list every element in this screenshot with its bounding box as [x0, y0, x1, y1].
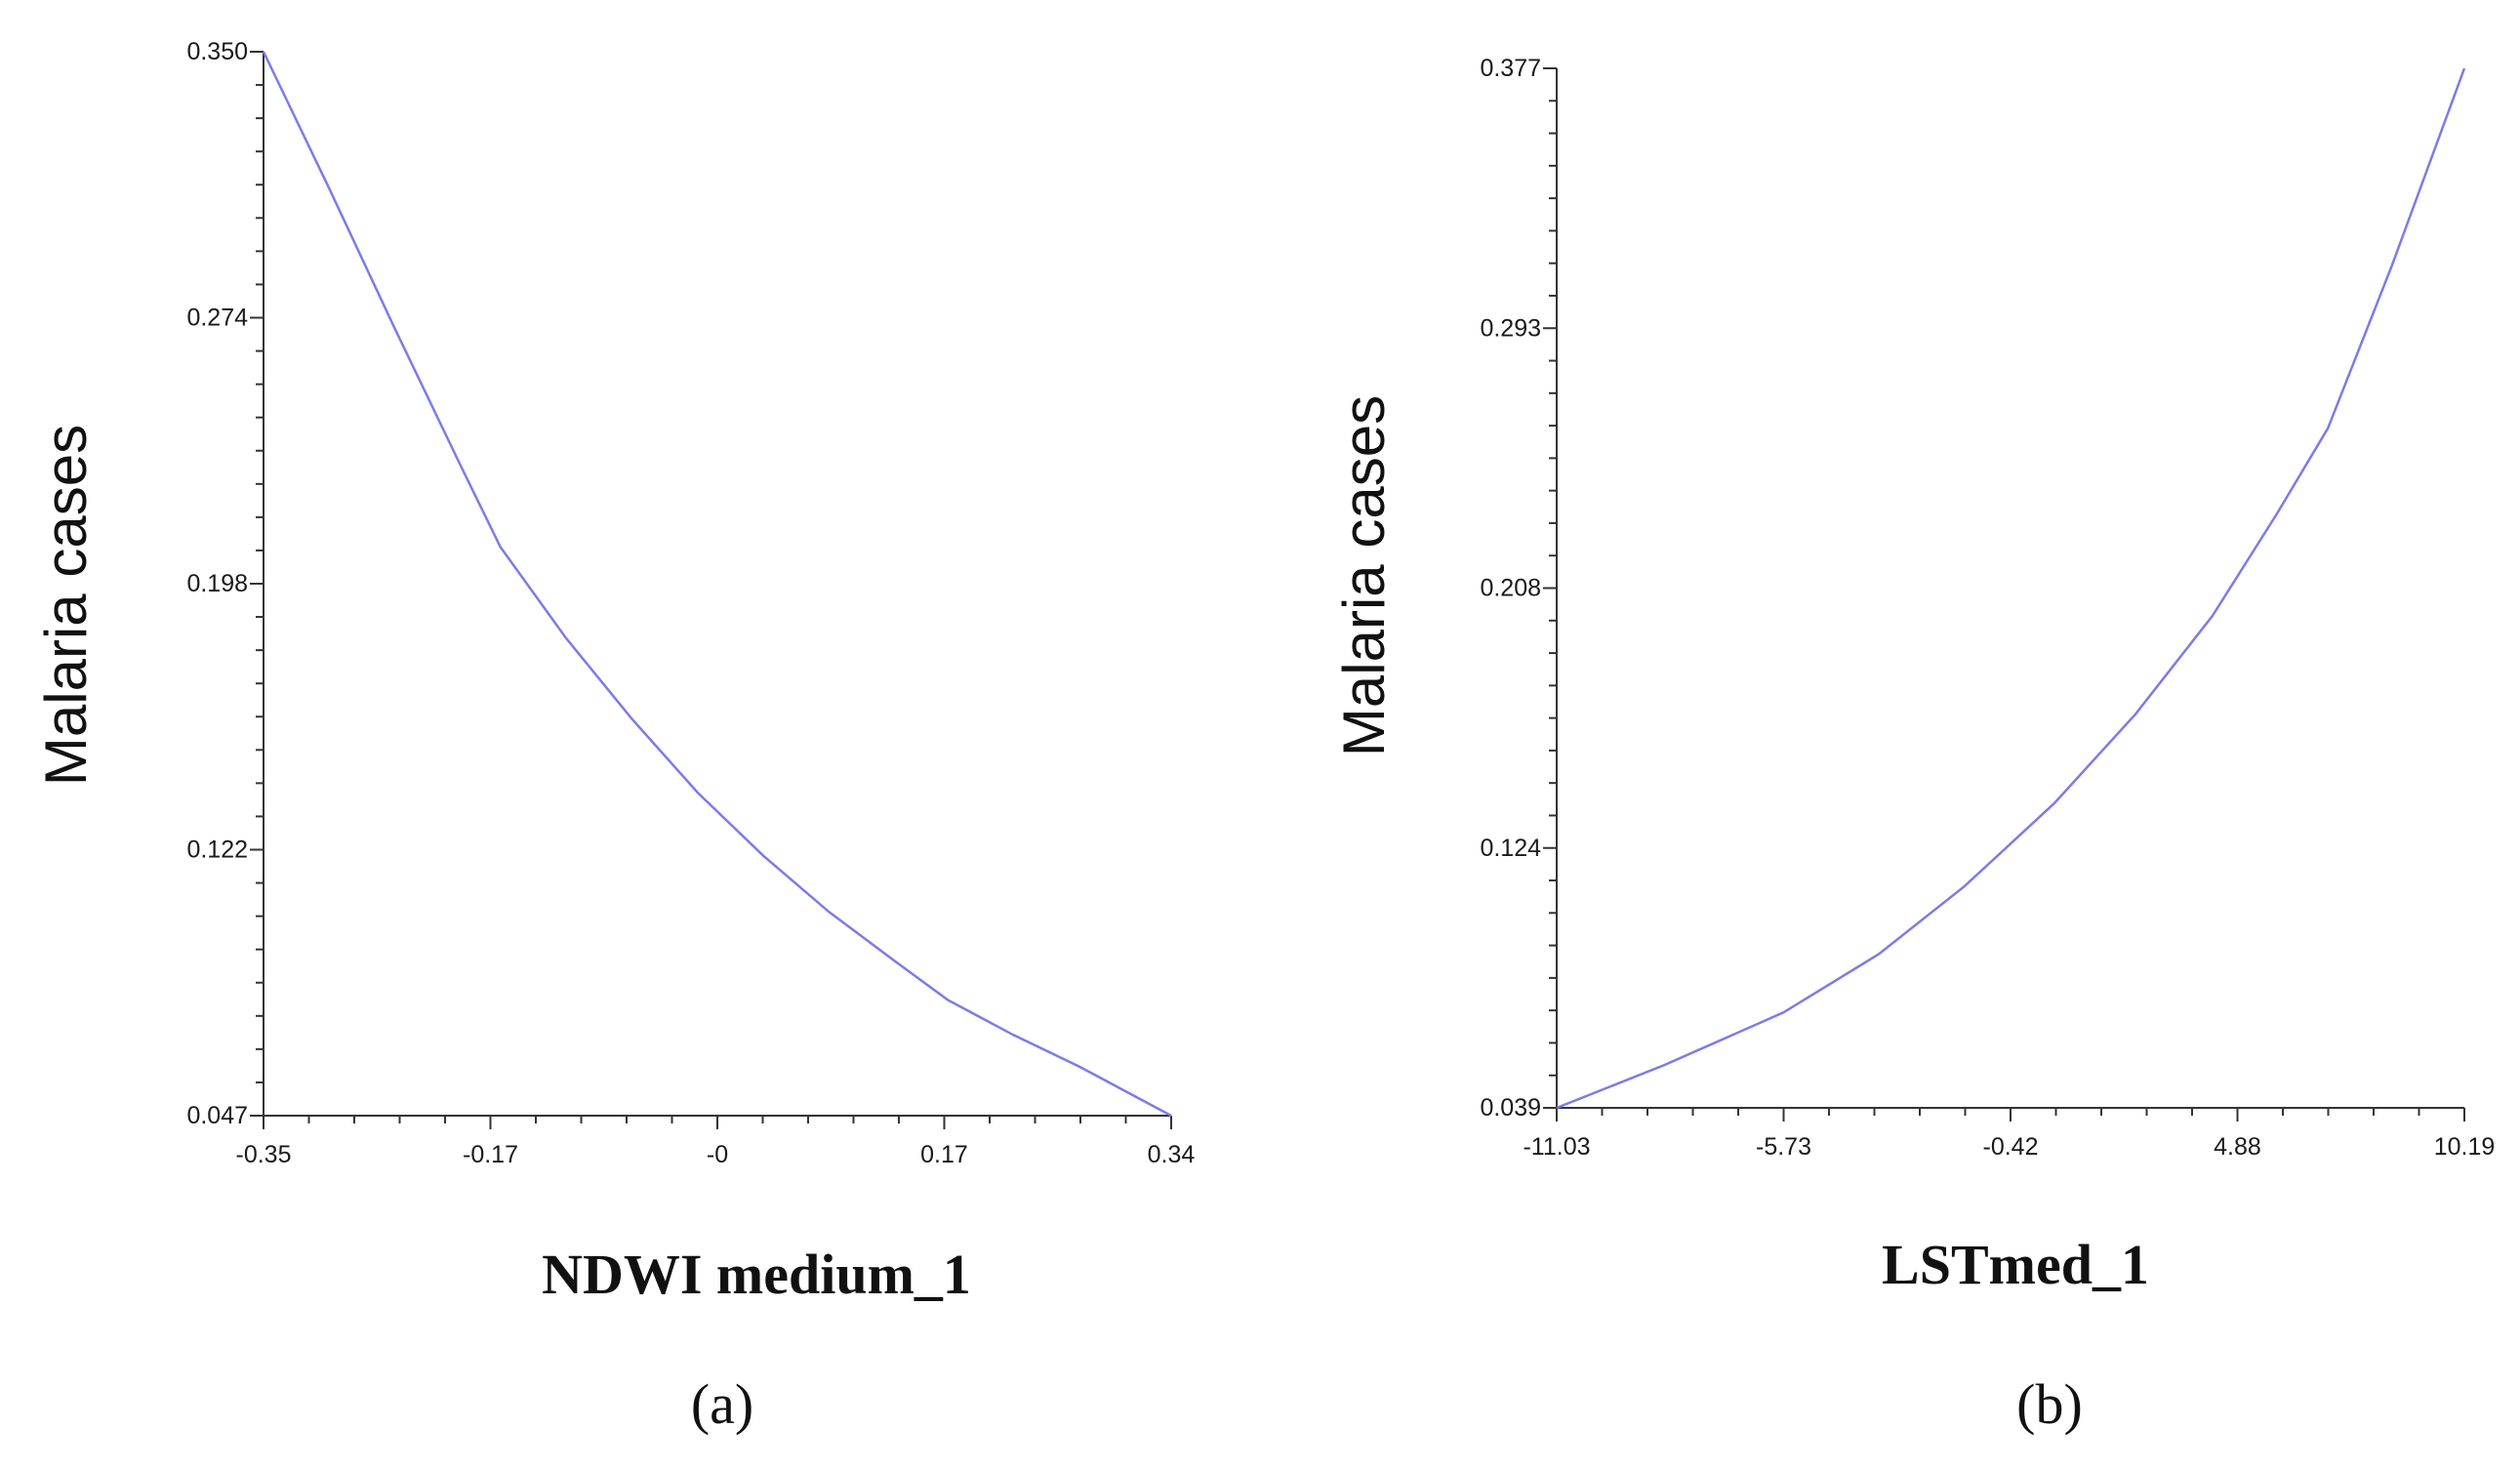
- y-tick-label: 0.274: [186, 305, 248, 332]
- panel-b-y-axis: 0.039 0.124 0.208 0.293 0.377: [1480, 55, 1558, 1122]
- panel-a-y-axis: 0.047 0.122 0.198 0.274 0.350: [186, 38, 264, 1129]
- y-tick-label: 0.198: [186, 570, 248, 597]
- panel-b-series: [1556, 67, 2466, 1110]
- y-tick-label: 0.350: [186, 38, 248, 65]
- y-tick-label: 0.208: [1480, 575, 1541, 602]
- x-tick-label: -0.17: [463, 1141, 518, 1168]
- panel-a-label: (a): [691, 1372, 753, 1436]
- panel-b-label: (b): [2016, 1372, 2083, 1436]
- panel-b: -11.03 -5.73 -0.42 4.88 10.19 0.039 0.124 0.20…: [1331, 55, 2495, 1436]
- x-tick-label: -0.35: [236, 1141, 292, 1168]
- y-tick-label: 0.377: [1480, 55, 1541, 82]
- series-line: [262, 51, 1172, 1118]
- x-tick-label: -11.03: [1523, 1133, 1590, 1161]
- panel-a-xlabel: NDWI medium_1: [542, 1243, 971, 1306]
- panel-b-ylabel: Malaria cases: [1331, 395, 1397, 756]
- x-tick-label: -0: [707, 1141, 728, 1168]
- panel-a-x-axis: -0.35 -0.17 -0 0.17 0.34: [236, 1115, 1196, 1168]
- x-tick-label: 0.17: [920, 1141, 968, 1168]
- panel-a-series: [262, 51, 1172, 1118]
- panel-b-x-axis: -11.03 -5.73 -0.42 4.88 10.19: [1523, 1107, 2496, 1161]
- x-tick-label: 10.19: [2434, 1133, 2496, 1161]
- y-tick-label: 0.122: [186, 837, 248, 864]
- panel-a: -0.35 -0.17 -0 0.17 0.34 0.047 0.122 0.198 0.27…: [33, 38, 1195, 1436]
- y-tick-label: 0.124: [1480, 835, 1541, 862]
- x-tick-label: 0.34: [1148, 1141, 1196, 1168]
- x-tick-label: 4.88: [2214, 1133, 2261, 1161]
- panel-b-xlabel: LSTmed_1: [1882, 1233, 2149, 1296]
- series-line: [1556, 67, 2466, 1110]
- x-tick-label: -0.42: [1983, 1133, 2039, 1161]
- y-tick-label: 0.293: [1480, 314, 1541, 342]
- y-tick-label: 0.039: [1480, 1094, 1541, 1122]
- x-tick-label: -5.73: [1756, 1133, 1811, 1161]
- panel-a-ylabel: Malaria cases: [33, 425, 99, 786]
- y-tick-label: 0.047: [186, 1102, 248, 1129]
